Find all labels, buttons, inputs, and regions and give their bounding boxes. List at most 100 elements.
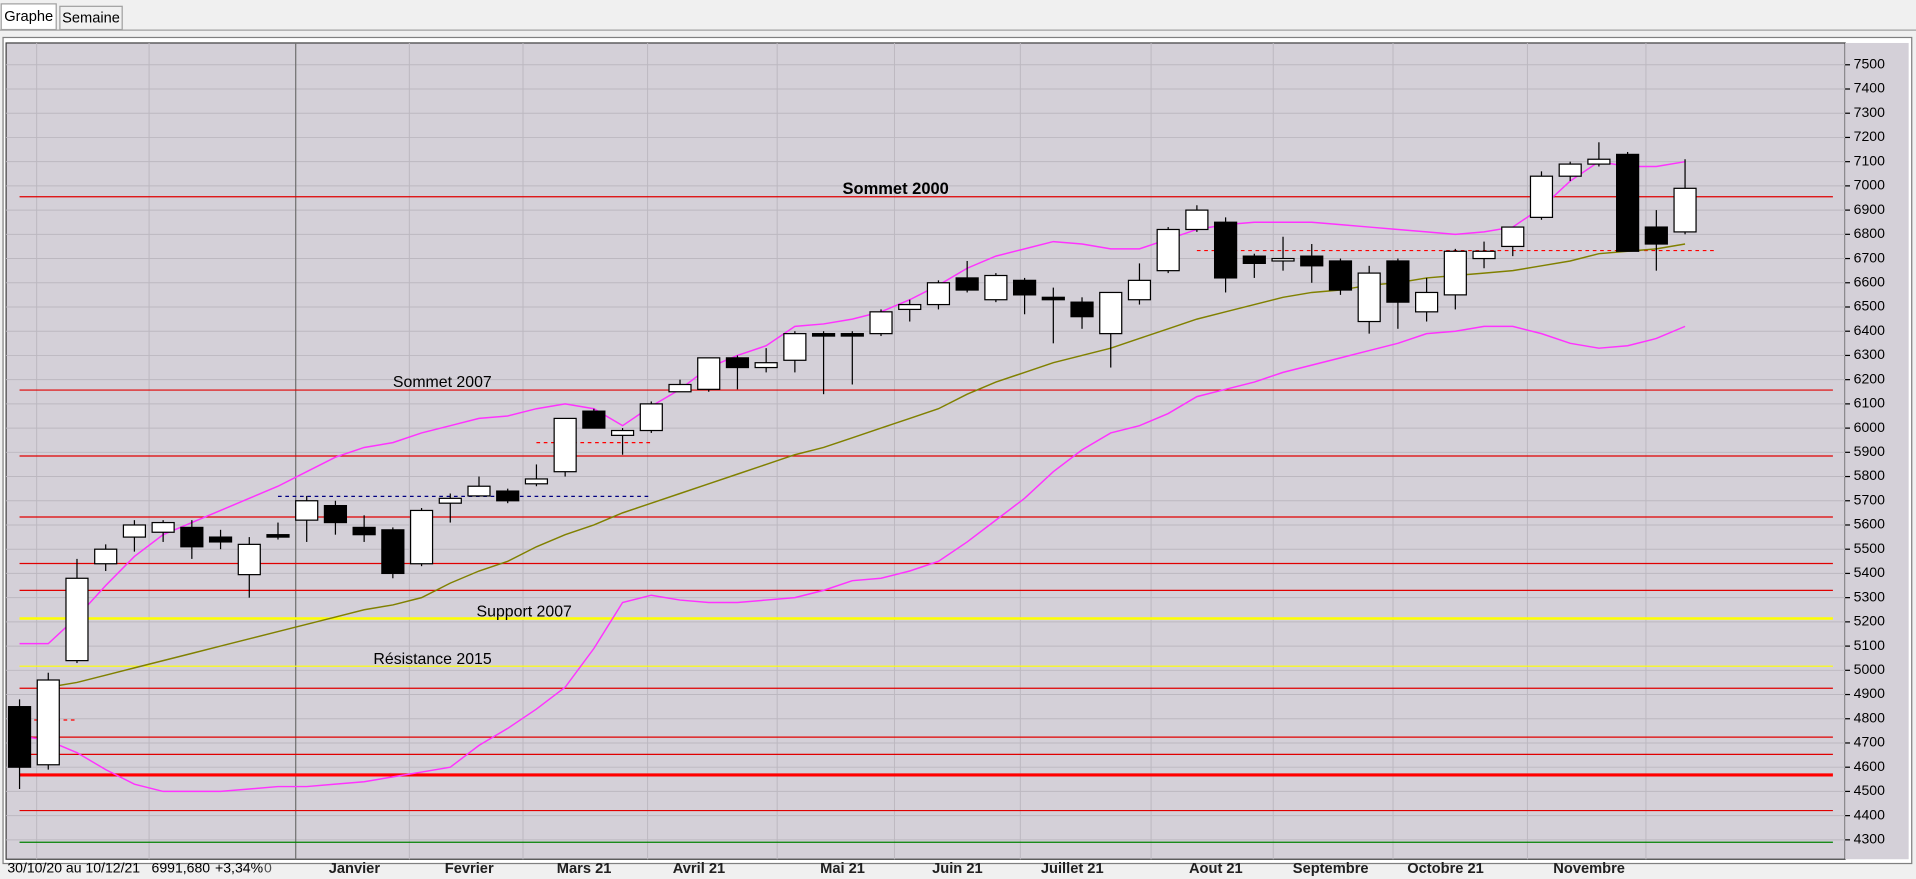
- info-label: 0: [264, 860, 272, 876]
- candle-body: [266, 534, 290, 538]
- candle-body: [1673, 187, 1697, 233]
- candle-body: [1012, 279, 1037, 296]
- candle-body: [984, 274, 1008, 301]
- candle-body: [553, 417, 577, 473]
- x-tick-label: Juillet 21: [1041, 861, 1104, 877]
- x-tick-label: Fevrier: [445, 861, 494, 877]
- y-tick-label: 6900: [1854, 201, 1885, 217]
- x-tick-label: Avril 21: [673, 861, 725, 877]
- candle-body: [1213, 221, 1238, 279]
- y-tick-label: 6700: [1854, 249, 1885, 265]
- x-tick-label: Septembre: [1293, 861, 1369, 877]
- candle-body: [409, 509, 434, 565]
- y-tick-label: 7200: [1854, 128, 1885, 144]
- candle-body: [1242, 255, 1266, 265]
- annotation: Support 2007: [477, 604, 572, 621]
- y-tick-label: 5900: [1854, 443, 1885, 459]
- candle-body: [1644, 226, 1668, 245]
- candle-body: [1529, 175, 1554, 218]
- y-tick-label: 4500: [1854, 782, 1885, 798]
- candle-body: [1070, 301, 1094, 318]
- y-tick-label: 7400: [1854, 80, 1885, 96]
- y-tick-label: 5500: [1854, 540, 1885, 556]
- y-tick-label: 4300: [1854, 831, 1885, 847]
- candle-body: [208, 536, 233, 543]
- candle-body: [1587, 158, 1611, 165]
- candle-body: [151, 521, 175, 533]
- y-tick-label: 4400: [1854, 806, 1885, 822]
- x-tick-label: Janvier: [329, 861, 381, 877]
- y-tick-label: 7000: [1854, 177, 1885, 193]
- x-tick-label: Mars 21: [557, 861, 612, 877]
- info-label: 30/10/20 au 10/12/21: [7, 860, 140, 876]
- y-tick-label: 4700: [1854, 734, 1885, 750]
- annotation: Résistance 2015: [373, 651, 491, 668]
- candle-body: [94, 548, 118, 565]
- candle-body: [1328, 260, 1353, 291]
- candle-body: [496, 490, 520, 502]
- x-tick-label: Octobre 21: [1407, 861, 1484, 877]
- y-tick-label: 6300: [1854, 346, 1885, 362]
- y-tick-label: 5800: [1854, 467, 1885, 483]
- candle-body: [467, 485, 491, 497]
- candle-body: [1041, 296, 1065, 301]
- tab[interactable]: [59, 5, 123, 31]
- tab-active[interactable]: [0, 3, 57, 31]
- candle-body: [639, 403, 663, 432]
- candle-body: [1099, 291, 1123, 335]
- candle-body: [1386, 260, 1410, 303]
- candle-body: [926, 282, 951, 306]
- candle-body: [1185, 209, 1209, 231]
- y-tick-label: 6600: [1854, 273, 1885, 289]
- candle-body: [783, 333, 807, 361]
- candle-body: [122, 524, 147, 538]
- y-tick-label: 7500: [1854, 55, 1885, 71]
- tab-label[interactable]: Semaine: [62, 10, 120, 26]
- axis-area: [1845, 42, 1909, 860]
- candle-body: [668, 383, 692, 393]
- candle-body: [582, 410, 606, 429]
- candle-body: [869, 311, 893, 335]
- annotation: Sommet 2007: [393, 374, 492, 391]
- x-tick-label: Mai 21: [820, 861, 865, 877]
- candle-body: [180, 526, 204, 548]
- y-tick-label: 6100: [1854, 395, 1885, 411]
- candle-body: [352, 526, 376, 536]
- y-tick-label: 6500: [1854, 298, 1885, 314]
- candle-body: [295, 500, 319, 521]
- tab-label[interactable]: Graphe: [4, 9, 53, 25]
- candle-body: [955, 277, 979, 291]
- y-tick-label: 6800: [1854, 225, 1885, 241]
- y-tick-label: 5000: [1854, 661, 1885, 677]
- candle-body: [36, 679, 60, 766]
- candle-body: [7, 706, 32, 768]
- y-tick-label: 5100: [1854, 637, 1885, 653]
- candle-body: [754, 362, 778, 369]
- candle-body: [697, 357, 721, 390]
- candle-body: [1156, 228, 1180, 272]
- candle-body: [898, 303, 922, 311]
- annotation: Sommet 2000: [843, 180, 949, 198]
- candle-body: [323, 504, 348, 524]
- candle-body: [65, 577, 89, 662]
- y-tick-label: 4800: [1854, 709, 1885, 725]
- x-tick-label: Juin 21: [932, 861, 983, 877]
- candle-body: [237, 543, 261, 576]
- indicator-line: [48, 243, 1686, 688]
- candle-body: [1443, 250, 1467, 296]
- indicator-line: [19, 160, 1686, 645]
- x-tick-label: Novembre: [1553, 861, 1625, 877]
- y-tick-label: 6200: [1854, 370, 1885, 386]
- y-tick-label: 6400: [1854, 322, 1885, 338]
- x-tick-label: Aout 21: [1189, 861, 1243, 877]
- y-tick-label: 7100: [1854, 152, 1885, 168]
- y-tick-label: 5700: [1854, 491, 1885, 507]
- y-tick-label: 5600: [1854, 516, 1885, 532]
- candle-body: [1300, 255, 1324, 267]
- candle-body: [1616, 153, 1640, 252]
- candle-body: [1472, 250, 1496, 260]
- candle-body: [1558, 163, 1582, 177]
- y-tick-label: 5400: [1854, 564, 1885, 580]
